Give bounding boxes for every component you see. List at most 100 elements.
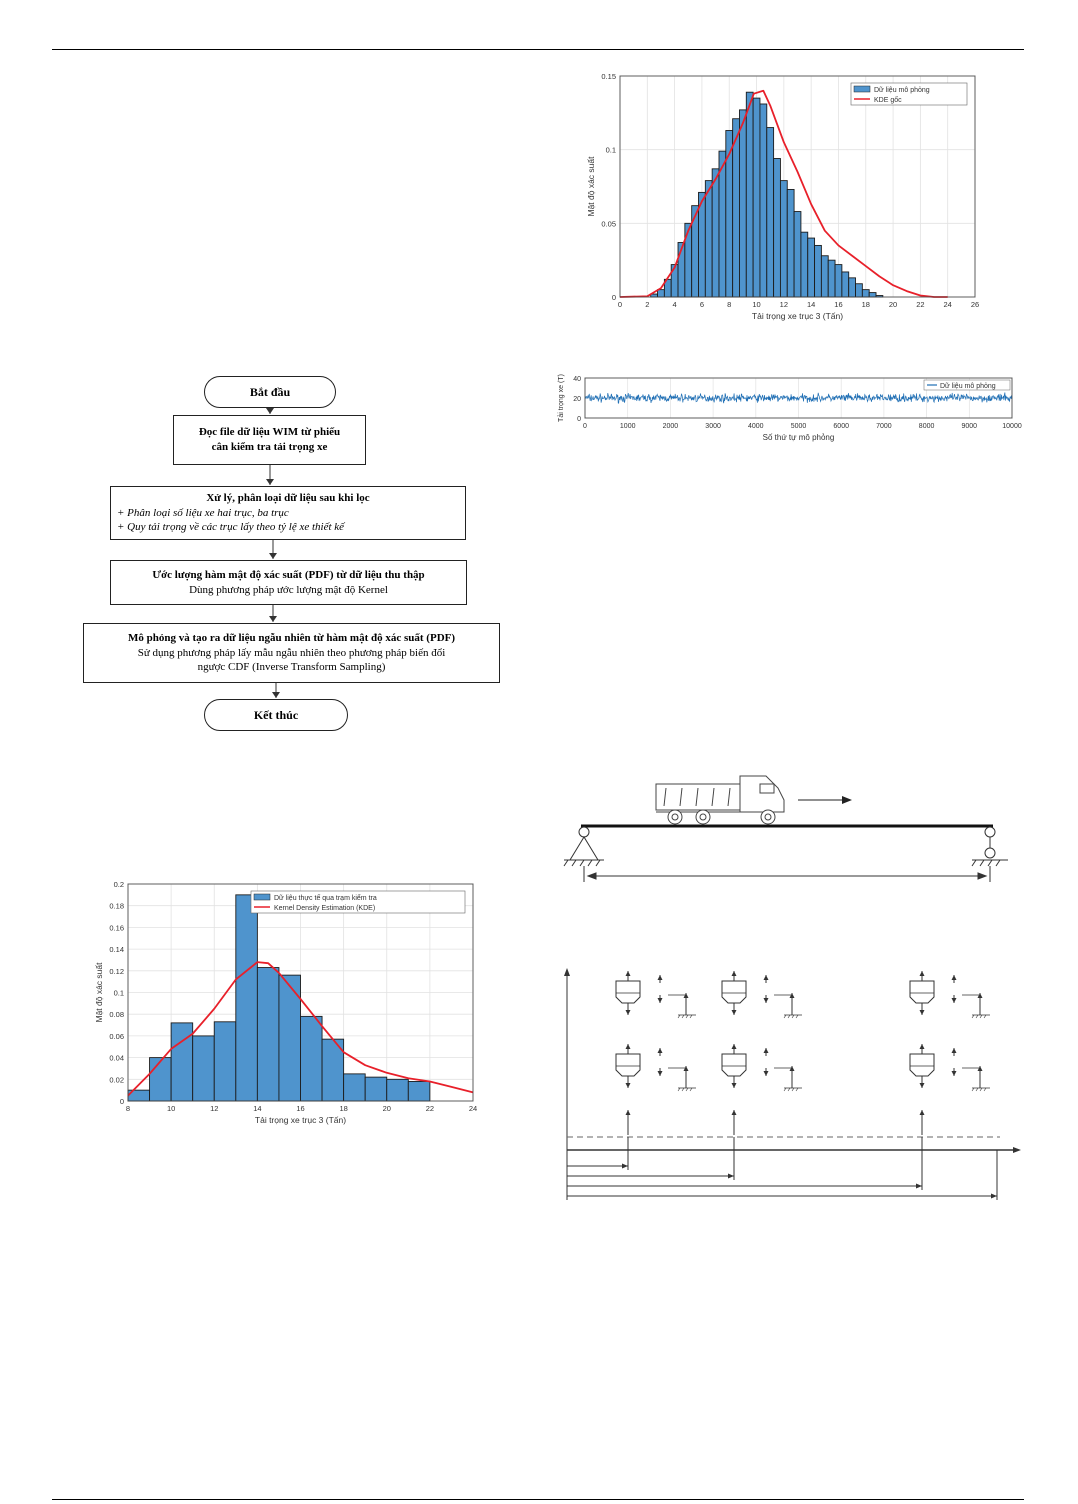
axle-unit (721, 1044, 802, 1092)
flow-step-read-wim: Đọc file dữ liệu WIM từ phiếu cân kiểm t… (173, 415, 366, 465)
y-tick-label: 0.04 (109, 1054, 124, 1063)
ground-hatch (791, 1014, 795, 1019)
x-axis-label: Số thứ tự mô phỏng (763, 433, 835, 442)
roller-support-icon (971, 826, 1008, 867)
horizontal-axis (567, 1147, 1021, 1153)
legend-label: KDE gốc (874, 95, 902, 104)
ground-hatch (983, 1087, 987, 1092)
x-tick-label: 2000 (663, 423, 679, 430)
x-tick-label: 8000 (919, 423, 935, 430)
x-tick-label: 20 (889, 300, 897, 309)
arrow-head (919, 1110, 925, 1115)
span-dimension (583, 866, 991, 882)
ground-hatch (979, 1087, 983, 1092)
y-tick-label: 0.02 (109, 1075, 124, 1084)
flow-step2-item2: + Quy tải trọng về các trục lấy theo tỷ … (117, 521, 345, 534)
legend-label: Kernel Density Estimation (KDE) (274, 905, 375, 912)
arrow-head (919, 1083, 925, 1088)
arrow-head (731, 1044, 737, 1049)
ground-hatch (975, 1087, 979, 1092)
y-tick-label: 40 (573, 376, 581, 383)
plot-frame (584, 377, 1013, 419)
dimension-arrow-icon (622, 1163, 628, 1169)
ground-hatch (677, 1087, 681, 1092)
ground-hatch (971, 1014, 975, 1019)
y-tick-label: 0.05 (601, 219, 616, 228)
legend-box (250, 890, 466, 914)
arrow-head (919, 1044, 925, 1049)
y-tick-label: 0 (612, 293, 616, 302)
dimension-arrow-icon (991, 1193, 997, 1199)
ground-hatch (681, 1014, 685, 1019)
x-tick-label: 10 (752, 300, 760, 309)
x-tick-label: 4000 (748, 423, 764, 430)
x-tick-label: 18 (339, 1104, 347, 1113)
x-tick-label: 16 (296, 1104, 304, 1113)
mass-block-icon (721, 1053, 747, 1077)
plot-frame (619, 75, 976, 298)
ground-hatch (689, 1087, 693, 1092)
x-axis-label: Tải trọng xe trục 3 (Tấn) (752, 311, 843, 321)
ground-hatch (971, 1087, 975, 1092)
legend-box (850, 82, 968, 106)
arrow-head (625, 1083, 631, 1088)
y-tick-label: 0 (577, 416, 581, 423)
y-tick-label: 0.12 (109, 967, 124, 976)
flow-step-estimate-pdf: Ước lượng hàm mật độ xác suất (PDF) từ d… (110, 560, 467, 605)
arrow-head (951, 1048, 957, 1053)
kde-line (619, 89, 948, 298)
y-tick-label: 0.08 (109, 1010, 124, 1019)
x-axis-label: Tải trọng xe trục 3 (Tấn) (255, 1115, 346, 1125)
legend-box (923, 379, 1011, 391)
wheel-force (919, 1110, 925, 1150)
mass-block-icon (909, 1053, 935, 1077)
mass-block-icon (721, 980, 747, 1004)
ground-hatch (681, 1087, 685, 1092)
x-tick-label: 4 (673, 300, 677, 309)
arrow-head (763, 998, 769, 1003)
arrow-head (683, 993, 689, 998)
pin-support-icon (563, 826, 604, 867)
flow-step3-line2: Dùng phương pháp ước lượng mật độ Kernel (189, 583, 388, 596)
dimension-arrow-icon (916, 1183, 922, 1189)
flow-step1-line1: Đọc file dữ liệu WIM từ phiếu (198, 426, 341, 439)
flow-end: Kết thúc (204, 699, 348, 731)
flow-step4-line1: Mô phỏng và tạo ra dữ liệu ngẫu nhiên từ… (127, 631, 456, 644)
wheel-force (731, 1110, 737, 1150)
flow-step4-line2: Sử dụng phương pháp lấy mẫu ngẫu nhiên t… (137, 646, 446, 659)
footer-rule (52, 1499, 1024, 1500)
y-tick-label: 0.2 (114, 880, 124, 889)
arrow-head (731, 971, 737, 976)
x-tick-label: 22 (426, 1104, 434, 1113)
flow-start: Bắt đầu (204, 376, 336, 408)
flow-step-simulate: Mô phỏng và tạo ra dữ liệu ngẫu nhiên từ… (83, 623, 500, 683)
y-tick-label: 0.06 (109, 1032, 124, 1041)
x-tick-label: 16 (834, 300, 842, 309)
x-tick-label: 10 (167, 1104, 175, 1113)
position-dimensions (566, 1150, 998, 1200)
x-tick-label: 7000 (876, 423, 892, 430)
flow-step1-line2: cân kiểm tra tải trọng xe (211, 441, 328, 453)
axle-unit (909, 971, 990, 1019)
flow-step-process: Xử lý, phân loại dữ liệu sau khi lọc + P… (110, 486, 466, 540)
x-tick-label: 0 (618, 300, 622, 309)
x-tick-label: 22 (916, 300, 924, 309)
x-tick-label: 9000 (962, 423, 978, 430)
ground-hatch (677, 1014, 681, 1019)
x-tick-label: 10000 (1002, 423, 1022, 430)
x-tick-label: 14 (807, 300, 815, 309)
arrow-head (657, 998, 663, 1003)
x-tick-label: 20 (383, 1104, 391, 1113)
arrow-head (951, 998, 957, 1003)
arrow-head (763, 1071, 769, 1076)
arrow-head (977, 993, 983, 998)
x-tick-label: 18 (862, 300, 870, 309)
ground-hatch (791, 1087, 795, 1092)
x-tick-label: 12 (210, 1104, 218, 1113)
y-axis-label: Tải trọng xe (T) (558, 374, 565, 422)
arrow-head (731, 1083, 737, 1088)
